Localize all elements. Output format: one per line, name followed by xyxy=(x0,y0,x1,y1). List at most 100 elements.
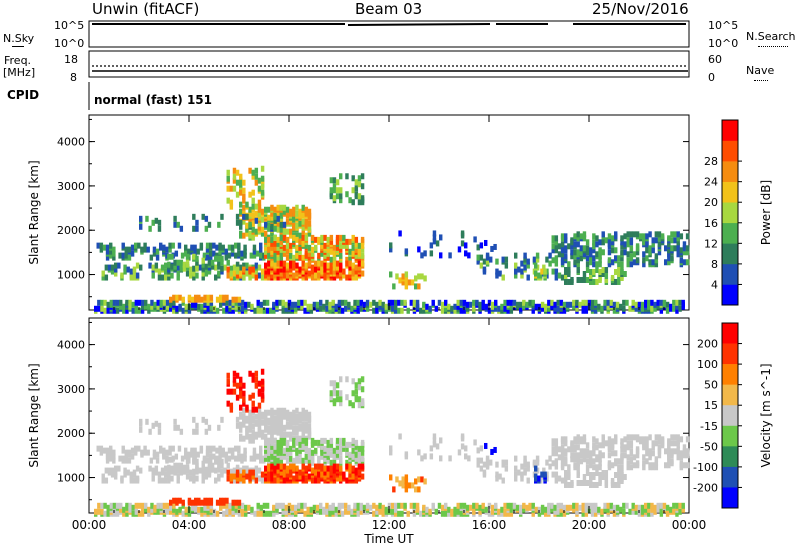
colorbar-segment xyxy=(722,161,738,182)
power-cell xyxy=(651,247,655,254)
power-cell xyxy=(394,299,398,306)
power-cell xyxy=(501,274,505,281)
power-cell xyxy=(314,244,318,251)
velocity-cell xyxy=(676,454,680,461)
power-cell xyxy=(301,254,305,261)
velocity-cell xyxy=(146,449,150,456)
velocity-cell xyxy=(295,425,299,432)
power-cell xyxy=(420,273,424,280)
velocity-cell xyxy=(389,449,393,456)
velocity-cell xyxy=(248,433,252,440)
power-cell xyxy=(165,252,169,259)
velocity-cell xyxy=(679,450,684,457)
velocity-cell xyxy=(304,465,309,472)
velocity-cell xyxy=(581,510,585,517)
power-cell xyxy=(628,305,632,312)
power-cell xyxy=(147,307,151,314)
velocity-cell xyxy=(173,466,177,473)
velocity-cell xyxy=(493,446,497,453)
velocity-cell xyxy=(97,502,101,509)
power-cell xyxy=(264,262,268,269)
power-cell xyxy=(650,299,654,306)
power-cell xyxy=(235,213,240,220)
power-cell xyxy=(572,299,576,306)
velocity-cell xyxy=(306,506,310,513)
power-cell xyxy=(614,269,618,276)
velocity-cell xyxy=(582,474,587,480)
power-cell xyxy=(469,301,473,308)
power-cell xyxy=(151,219,155,226)
velocity-cell xyxy=(554,442,559,449)
power-cell xyxy=(642,233,646,240)
velocity-cell xyxy=(360,386,365,393)
power-cell xyxy=(303,299,307,306)
velocity-cell xyxy=(540,471,544,478)
power-cell xyxy=(609,299,614,306)
power-cell xyxy=(251,212,255,219)
velocity-cell xyxy=(217,424,221,431)
power-cell xyxy=(501,256,505,263)
power-cell xyxy=(226,197,230,204)
power-cell xyxy=(254,210,259,217)
velocity-cell xyxy=(632,462,637,469)
power-cell xyxy=(232,185,237,192)
velocity-cell xyxy=(234,445,238,452)
velocity-cell xyxy=(140,449,144,456)
velocity-cell xyxy=(226,372,230,379)
velocity-cell xyxy=(140,506,145,513)
velocity-cell xyxy=(326,465,330,472)
velocity-cell xyxy=(295,413,299,420)
power-cell xyxy=(224,252,229,259)
velocity-cell xyxy=(264,424,268,431)
power-cell xyxy=(681,299,685,306)
power-cell xyxy=(126,266,130,273)
power-cell xyxy=(270,272,274,279)
velocity-cell xyxy=(114,473,118,480)
velocity-cell xyxy=(217,458,221,465)
velocity-cell xyxy=(135,475,140,482)
power-cell xyxy=(260,274,265,281)
velocity-cell xyxy=(304,421,309,428)
power-cell xyxy=(251,234,255,241)
power-cell xyxy=(603,303,607,310)
velocity-cell xyxy=(542,467,546,474)
velocity-cell xyxy=(414,486,418,493)
velocity-cell xyxy=(439,455,443,462)
power-cell xyxy=(475,299,479,306)
velocity-cell xyxy=(123,471,127,478)
power-cell xyxy=(221,244,225,251)
velocity-cell xyxy=(340,502,345,509)
colorbar-segment xyxy=(722,466,738,488)
power-cell xyxy=(548,252,552,259)
power-cell xyxy=(335,244,340,251)
velocity-cell xyxy=(481,506,485,513)
power-cell xyxy=(226,169,230,176)
power-cell xyxy=(647,299,651,306)
velocity-cell xyxy=(276,477,280,484)
velocity-cell xyxy=(184,506,189,513)
power-cell xyxy=(206,299,210,306)
power-cell xyxy=(301,234,305,241)
velocity-cell xyxy=(307,411,312,418)
velocity-cell xyxy=(112,453,116,460)
power-cell xyxy=(354,240,359,247)
colorbar-label: Velocity [m s^-1] xyxy=(759,363,773,467)
power-cell xyxy=(97,305,101,312)
velocity-cell xyxy=(194,504,198,511)
power-cell xyxy=(249,252,254,259)
power-cell xyxy=(273,252,277,259)
power-cell xyxy=(273,262,277,269)
power-cell xyxy=(642,251,646,258)
velocity-cell xyxy=(592,450,596,457)
power-cell xyxy=(289,242,293,249)
velocity-cell xyxy=(514,471,518,478)
power-cell xyxy=(168,246,172,253)
y-tick-label: 2000 xyxy=(57,427,85,440)
velocity-cell xyxy=(407,482,412,489)
power-cell xyxy=(332,268,337,275)
velocity-cell xyxy=(192,473,196,480)
power-cell xyxy=(215,244,219,251)
power-cell xyxy=(547,299,551,306)
power-cell xyxy=(490,245,494,252)
power-cell xyxy=(485,258,490,265)
